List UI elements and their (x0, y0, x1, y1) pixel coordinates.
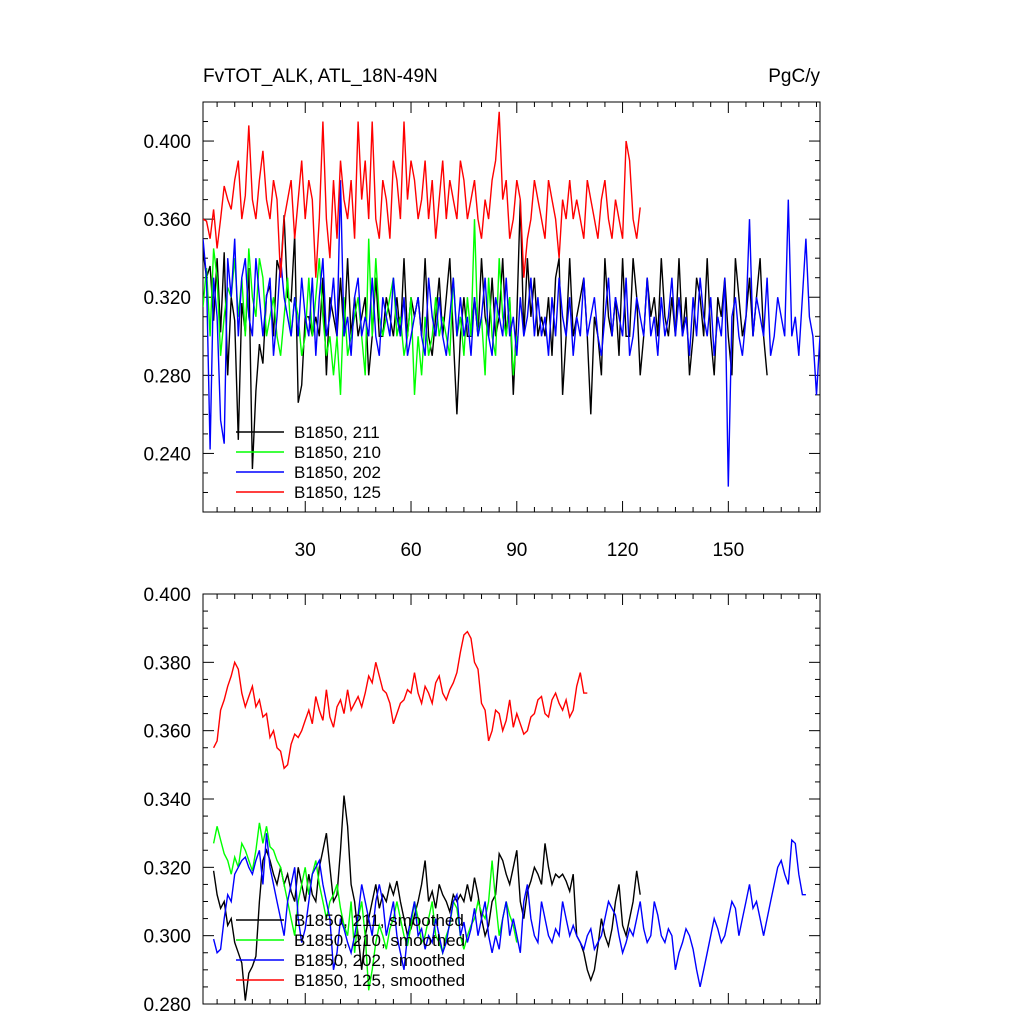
series-line (212, 822, 518, 991)
y-tick-label: 0.360 (143, 722, 191, 743)
legend-label: B1850, 210 (294, 443, 381, 462)
chart-title-units: PgC/y (768, 66, 820, 87)
series-line (212, 833, 806, 988)
y-tick-label: 0.280 (143, 366, 191, 387)
x-tick-label: 30 (295, 540, 316, 561)
y-tick-label: 0.340 (143, 790, 191, 811)
series-line (203, 199, 768, 470)
y-tick-label: 0.240 (143, 444, 191, 465)
legend-label: B1850, 202, smoothed (294, 951, 465, 970)
x-tick-label: 150 (712, 540, 744, 561)
y-tick-label: 0.400 (143, 132, 191, 153)
top-panel: 0.240 0.280 0.320 0.360 0.400 30 60 90 120 150 B18… (143, 101, 821, 561)
legend-label: B1850, 125 (294, 483, 381, 502)
y-tick-label: 0.320 (143, 858, 191, 879)
x-tick-label: 60 (400, 540, 421, 561)
legend-label: B1850, 211 (294, 423, 380, 442)
y-tick-label: 0.280 (143, 995, 191, 1016)
chart-title-left: FvTOT_ALK, ATL_18N-49N (203, 66, 438, 87)
legend-label: B1850, 210, smoothed (294, 931, 465, 950)
x-tick-label: 90 (506, 540, 527, 561)
legend-label: B1850, 202 (294, 463, 381, 482)
series-line (212, 630, 588, 770)
legend-label: B1850, 211, smoothed (294, 911, 464, 930)
y-tick-label: 0.400 (143, 585, 191, 606)
series-line (203, 180, 820, 487)
y-tick-label: 0.360 (143, 210, 191, 231)
y-tick-label: 0.320 (143, 288, 191, 309)
series-line (203, 111, 641, 278)
x-tick-label: 120 (607, 540, 639, 561)
series-line (212, 795, 641, 1001)
bottom-panel: 0.280 0.300 0.320 0.340 0.360 0.380 0.400 B1850… (143, 585, 821, 1016)
y-tick-label: 0.380 (143, 653, 191, 674)
legend-label: B1850, 125, smoothed (294, 971, 465, 990)
y-tick-label: 0.300 (143, 927, 191, 948)
